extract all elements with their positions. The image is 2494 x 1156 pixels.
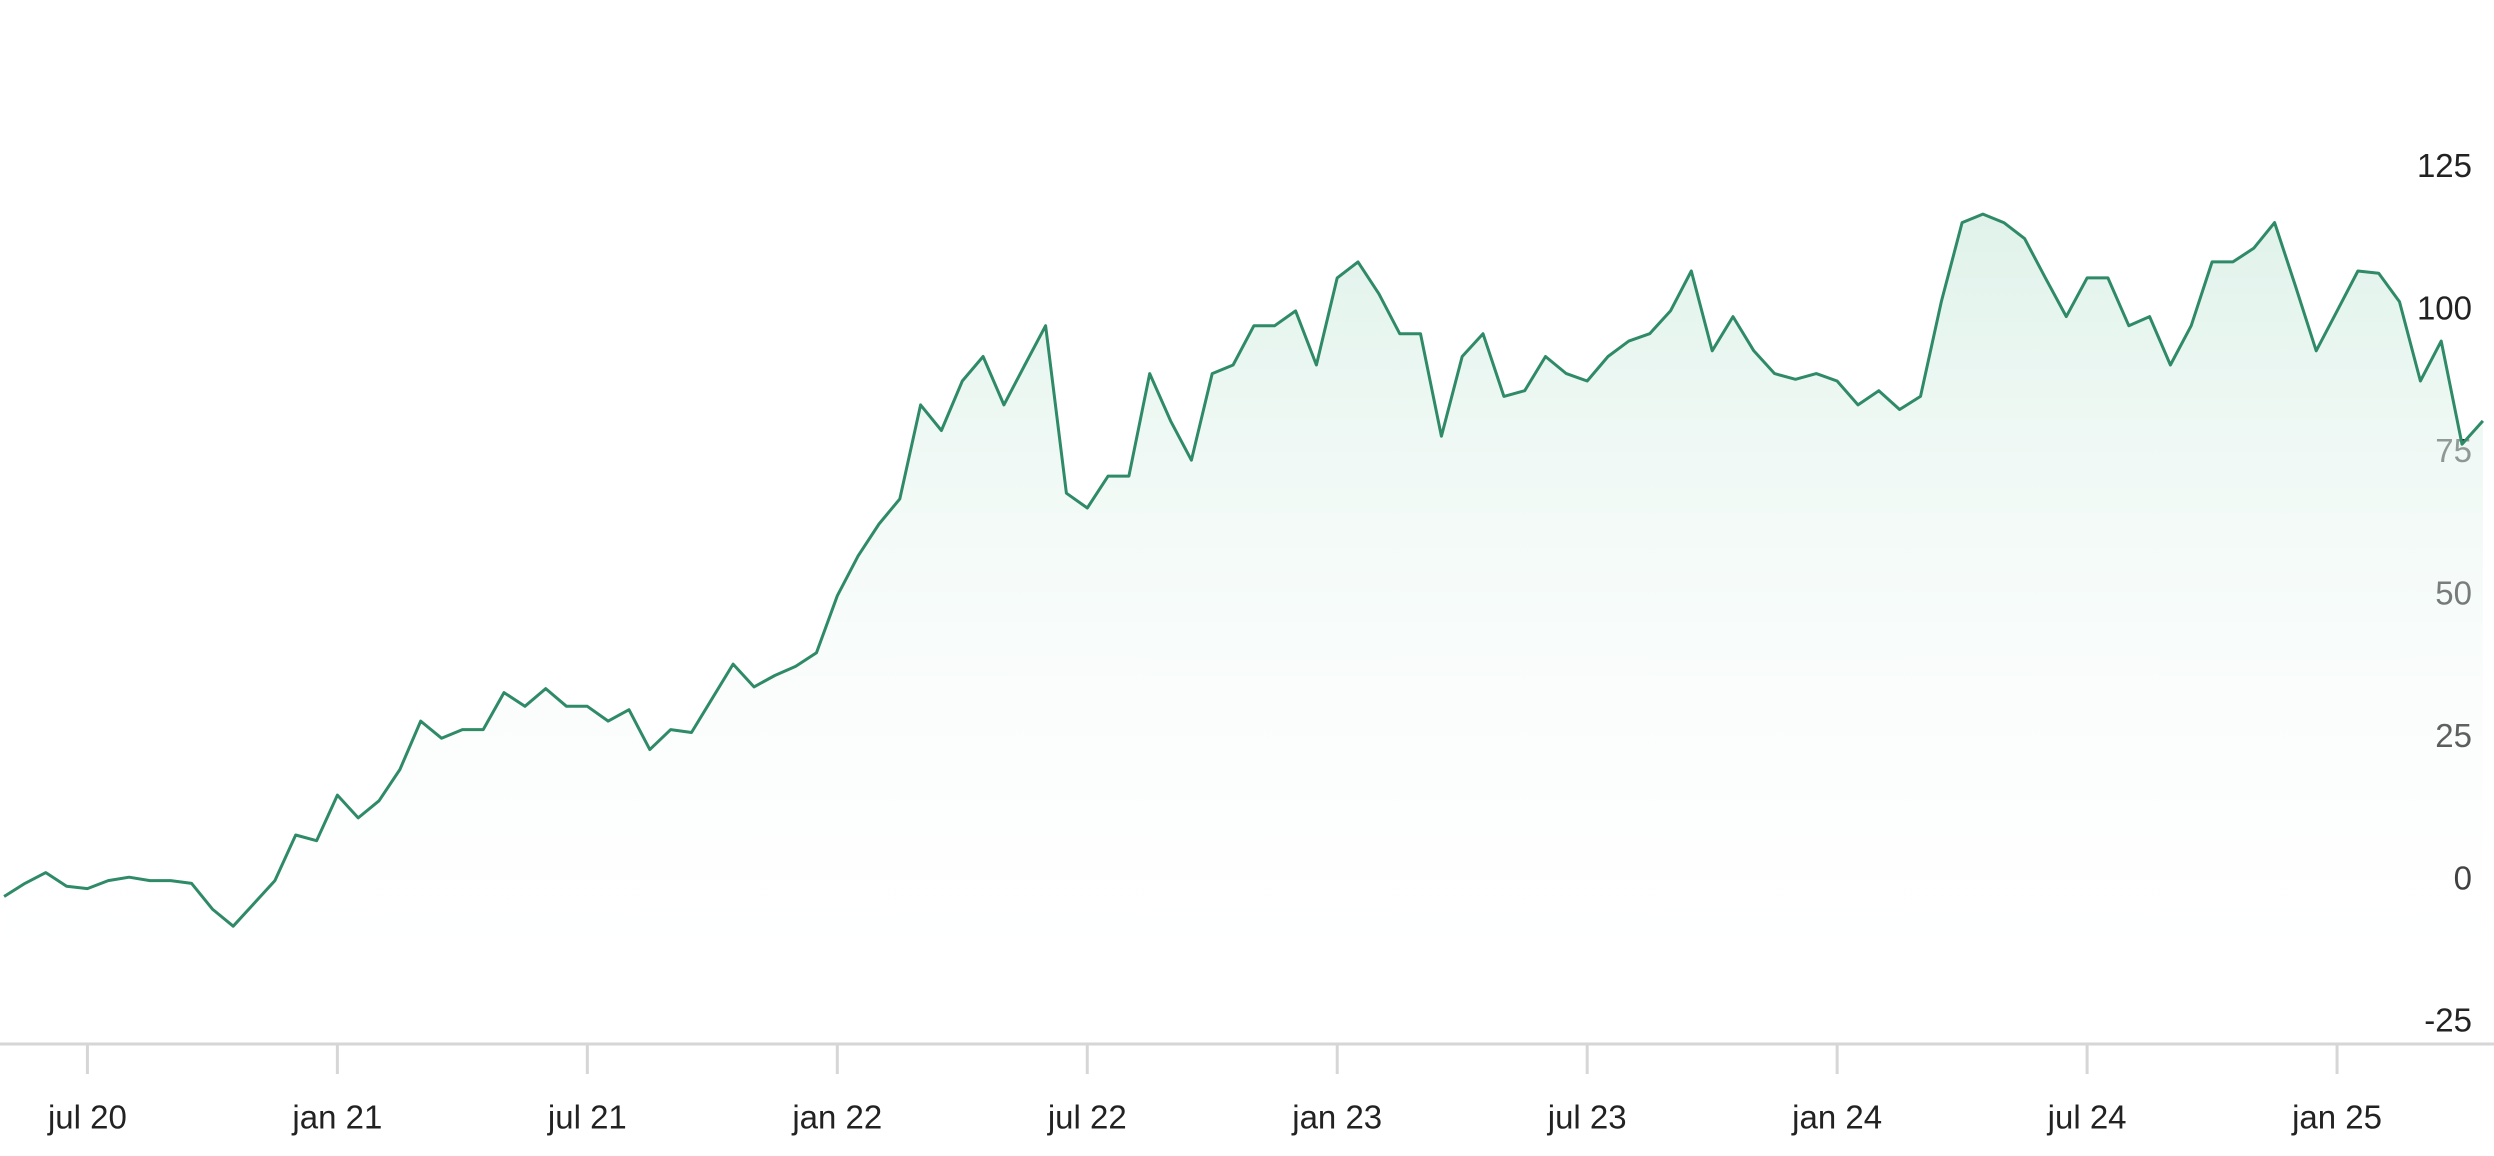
x-tick-label: jan 21	[291, 1099, 382, 1136]
y-tick-label: 100	[2417, 290, 2472, 327]
area-fill	[4, 214, 2483, 1024]
x-tick-label: jul 20	[47, 1099, 127, 1136]
line	[3, 212, 2485, 928]
y-tick-label: 125	[2417, 147, 2472, 184]
x-tick-label: jan 22	[791, 1099, 882, 1136]
x-tick-label: jan 25	[2291, 1099, 2382, 1136]
x-tick-label: jul 22	[1047, 1099, 1127, 1136]
x-tick-label: jul 24	[2047, 1099, 2127, 1136]
x-tick-label: jul 23	[1547, 1099, 1627, 1136]
x-tick-label: jan 23	[1291, 1099, 1382, 1136]
x-tick-label: jan 24	[1791, 1099, 1882, 1136]
x-tick-label: jul 21	[547, 1099, 627, 1136]
